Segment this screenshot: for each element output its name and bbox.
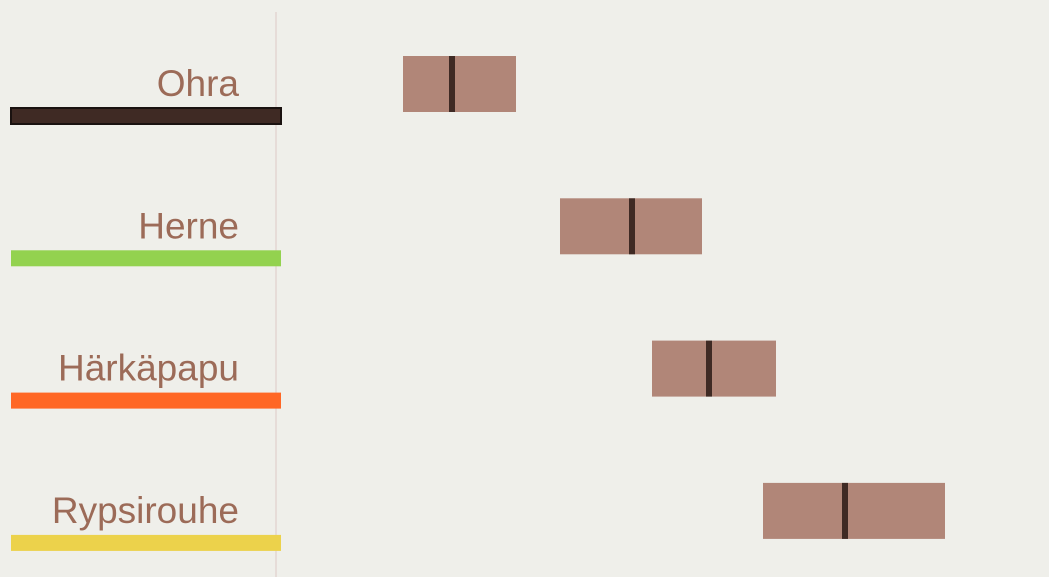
row-label: Herne [138,205,239,246]
median-line [629,198,635,255]
row-label: Härkäpapu [58,348,239,389]
median-line [842,482,848,539]
box [652,340,776,397]
median-line [449,56,455,112]
row-label: Ohra [157,63,240,104]
row-herne: Herne [11,198,702,267]
row-harkapapu: Härkäpapu [11,340,776,409]
color-swatch-bar [10,107,282,125]
box [403,56,516,112]
color-swatch-bar [11,534,281,551]
box [763,482,945,539]
rows-layer: Ohra Herne Härkäpapu Rypsirouhe [10,56,945,551]
color-swatch-bar [11,250,281,267]
row-rypsirouhe: Rypsirouhe [11,482,945,551]
row-ohra: Ohra [10,56,516,125]
row-label: Rypsirouhe [52,490,239,531]
color-swatch-bar [11,392,281,409]
median-line [706,340,712,397]
